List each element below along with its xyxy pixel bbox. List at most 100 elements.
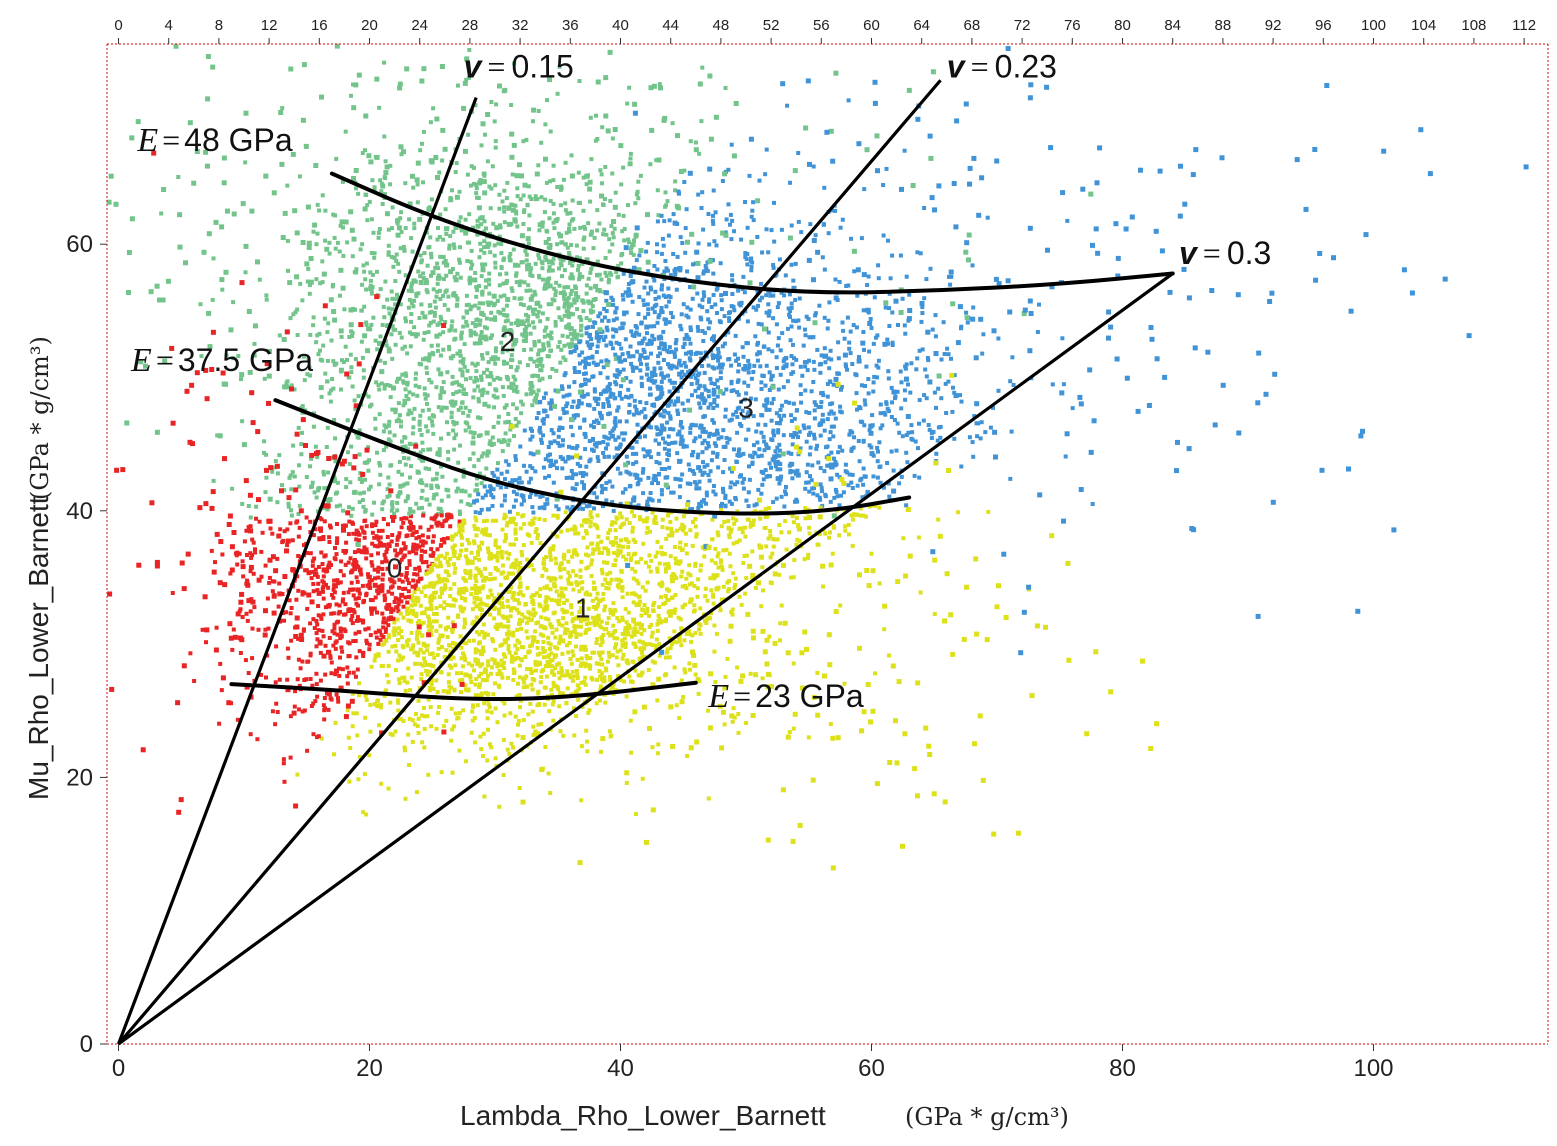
scatter-point xyxy=(661,358,666,362)
scatter-point xyxy=(290,470,295,475)
scatter-point xyxy=(680,401,685,406)
scatter-point xyxy=(590,598,595,603)
scatter-point xyxy=(760,295,764,300)
scatter-point xyxy=(383,176,388,181)
scatter-point xyxy=(390,205,395,210)
scatter-point xyxy=(479,573,484,578)
scatter-point xyxy=(511,382,516,387)
scatter-point xyxy=(708,431,712,436)
scatter-point xyxy=(402,435,407,440)
scatter-point xyxy=(378,463,382,468)
scatter-point xyxy=(341,573,346,578)
scatter-point xyxy=(540,261,545,266)
scatter-point xyxy=(427,467,432,472)
scatter-point xyxy=(548,406,553,411)
scatter-point xyxy=(327,636,332,640)
scatter-point xyxy=(503,431,508,436)
scatter-point xyxy=(429,251,434,256)
scatter-point xyxy=(385,324,389,328)
scatter-point xyxy=(319,394,324,399)
scatter-point xyxy=(861,466,866,471)
scatter-point xyxy=(815,493,820,498)
scatter-point xyxy=(397,491,402,496)
scatter-point xyxy=(414,294,419,299)
scatter-point xyxy=(576,404,581,408)
scatter-point xyxy=(667,389,672,394)
scatter-point xyxy=(519,493,524,498)
scatter-point xyxy=(521,543,526,548)
scatter-point xyxy=(385,606,390,611)
scatter-point xyxy=(429,273,433,278)
scatter-point xyxy=(491,221,496,226)
scatter-point xyxy=(552,298,557,303)
scatter-point xyxy=(611,327,615,332)
scatter-point xyxy=(841,328,846,333)
scatter-point xyxy=(472,523,477,528)
scatter-point xyxy=(316,352,321,357)
scatter-point xyxy=(468,503,473,508)
scatter-point xyxy=(560,274,564,279)
scatter-point xyxy=(318,281,323,286)
scatter-point xyxy=(478,241,483,246)
scatter-point xyxy=(768,293,773,298)
scatter-point xyxy=(828,530,832,535)
scatter-point xyxy=(610,520,615,525)
scatter-point xyxy=(468,673,473,678)
scatter-point xyxy=(481,622,486,627)
scatter-point xyxy=(495,298,500,303)
scatter-point xyxy=(312,490,317,495)
scatter-point xyxy=(669,526,674,531)
scatter-point xyxy=(522,348,527,352)
scatter-point xyxy=(655,539,660,544)
scatter-point xyxy=(314,631,319,636)
scatter-point xyxy=(1008,476,1013,481)
scatter-point xyxy=(794,357,799,362)
scatter-point xyxy=(746,490,751,495)
scatter-point xyxy=(822,346,827,351)
scatter-point xyxy=(438,395,443,400)
scatter-point xyxy=(808,430,813,435)
scatter-point xyxy=(323,643,328,648)
scatter-point xyxy=(468,307,473,312)
scatter-point xyxy=(481,754,486,758)
scatter-point xyxy=(836,356,841,361)
scatter-point xyxy=(314,671,319,676)
scatter-point xyxy=(341,508,345,513)
scatter-point xyxy=(311,617,316,622)
scatter-point xyxy=(827,379,832,384)
scatter-point xyxy=(546,343,551,348)
scatter-point xyxy=(594,113,598,118)
scatter-point xyxy=(478,341,483,346)
scatter-point xyxy=(559,347,564,352)
scatter-point xyxy=(335,240,340,245)
scatter-point xyxy=(436,637,441,642)
scatter-point xyxy=(775,421,779,425)
scatter-point xyxy=(460,373,465,378)
scatter-point xyxy=(621,321,626,326)
scatter-point xyxy=(450,620,455,625)
scatter-point xyxy=(697,486,702,491)
scatter-point xyxy=(678,323,683,328)
scatter-point xyxy=(847,346,852,351)
scatter-point xyxy=(540,376,545,381)
scatter-point xyxy=(726,589,731,594)
scatter-point xyxy=(464,309,469,314)
scatter-point xyxy=(560,386,565,391)
scatter-point xyxy=(655,566,660,571)
scatter-point xyxy=(321,343,326,348)
scatter-point xyxy=(357,591,362,596)
scatter-point xyxy=(508,258,513,263)
scatter-point xyxy=(577,399,582,403)
scatter-point xyxy=(499,503,504,508)
scatter-point xyxy=(903,366,908,371)
scatter-point xyxy=(431,664,436,669)
scatter-point xyxy=(508,614,513,619)
scatter-point xyxy=(507,650,512,655)
scatter-point xyxy=(321,584,326,589)
scatter-point xyxy=(313,527,318,532)
scatter-point xyxy=(415,200,420,205)
scatter-point xyxy=(444,487,449,492)
scatter-point xyxy=(493,265,498,270)
scatter-point xyxy=(320,562,325,566)
scatter-point xyxy=(337,603,342,608)
